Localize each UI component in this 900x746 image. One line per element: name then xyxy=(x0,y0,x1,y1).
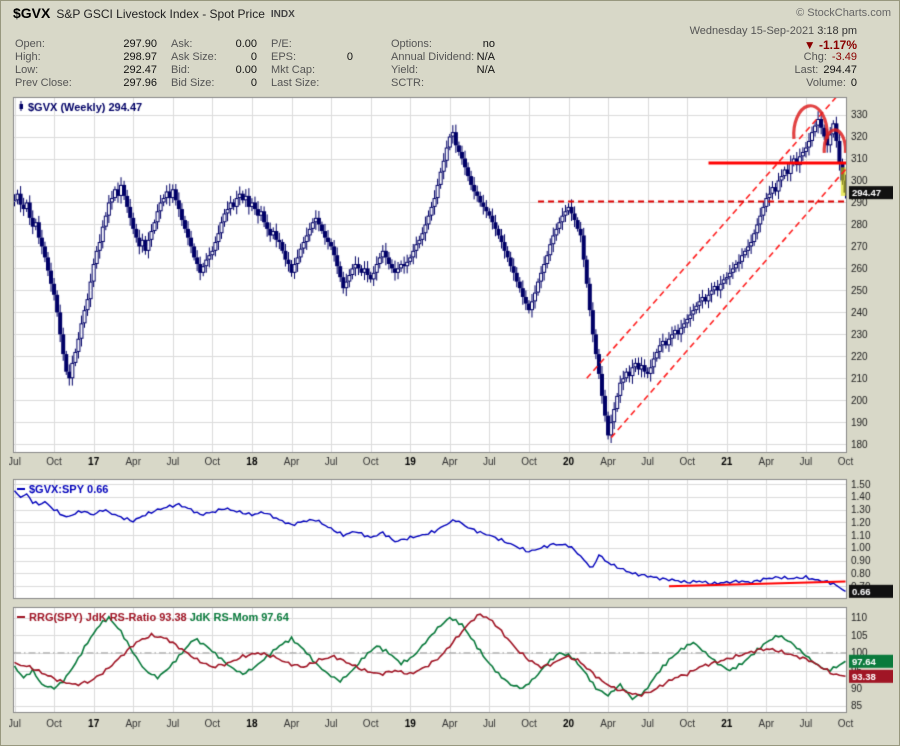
quote-date-line: Wednesday 15-Sep-2021 3:18 pm xyxy=(690,25,857,38)
bid-size-label: Bid Size: xyxy=(171,77,215,89)
last-value: 294.47 xyxy=(823,64,857,76)
dividend-label: Annual Dividend: xyxy=(391,51,475,63)
quote-row-ask: Ask: 0.00 xyxy=(171,38,257,51)
eps-label: EPS: xyxy=(271,51,297,63)
quote-row-last: Last: 294.47 xyxy=(690,64,857,77)
ask-label: Ask: xyxy=(171,38,193,50)
ask-size-value: 0 xyxy=(250,51,257,63)
yield-value: N/A xyxy=(476,64,495,76)
prev-close-label: Prev Close: xyxy=(15,77,72,89)
quote-row-eps: EPS: 0 xyxy=(271,51,353,64)
quote-panel: Open: 297.90 High: 298.97 Low: 292.47 Prev … xyxy=(1,25,899,91)
quote-row-prev-close: Prev Close: 297.96 xyxy=(15,77,157,90)
header-bar: $GVX S&P GSCI Livestock Index - Spot Pric… xyxy=(13,5,891,23)
chg-label: Chg: xyxy=(803,51,827,63)
exchange-label: INDX xyxy=(270,9,295,20)
quote-row-volume: Volume: 0 xyxy=(690,77,857,90)
eps-value: 0 xyxy=(346,51,353,63)
pct-change-value: -1.17% xyxy=(818,38,857,52)
quote-col-price: Open: 297.90 High: 298.97 Low: 292.47 Prev … xyxy=(15,38,157,90)
ask-value: 0.00 xyxy=(235,38,257,50)
high-label: High: xyxy=(15,51,41,63)
symbol: $GVX xyxy=(13,5,51,21)
bid-label: Bid: xyxy=(171,64,190,76)
quote-row-options: Options: no xyxy=(391,38,495,51)
low-value: 292.47 xyxy=(123,64,157,76)
quote-row-low: Low: 292.47 xyxy=(15,64,157,77)
prev-close-value: 297.96 xyxy=(123,77,157,89)
high-value: 298.97 xyxy=(123,51,157,63)
quote-row-chg: Chg: -3.49 xyxy=(690,51,857,64)
quote-row-dividend: Annual Dividend: N/A xyxy=(391,51,495,64)
quote-time: 3:18 pm xyxy=(817,25,857,37)
volume-value: 0 xyxy=(850,77,857,89)
options-value: no xyxy=(482,38,495,50)
quote-col-bid-ask: Ask: 0.00 Ask Size: 0 Bid: 0.00 Bid Size: 0 xyxy=(171,38,257,90)
quote-row-last-size: Last Size: xyxy=(271,77,353,90)
quote-row-sctr: SCTR: xyxy=(391,77,495,90)
last-label: Last: xyxy=(794,64,819,76)
quote-row-bid: Bid: 0.00 xyxy=(171,64,257,77)
quote-row-high: High: 298.97 xyxy=(15,51,157,64)
low-label: Low: xyxy=(15,64,39,76)
pe-label: P/E: xyxy=(271,38,292,50)
change-percent-line: ▼ -1.17% xyxy=(690,38,857,52)
quote-row-pe: P/E: xyxy=(271,38,353,51)
quote-date: Wednesday 15-Sep-2021 xyxy=(689,25,815,37)
yield-label: Yield: xyxy=(391,64,419,76)
open-label: Open: xyxy=(15,38,45,50)
dividend-value: N/A xyxy=(476,51,495,63)
quote-row-yield: Yield: N/A xyxy=(391,64,495,77)
quote-col-misc: Options: no Annual Dividend: N/A Yield: N/A… xyxy=(391,38,495,90)
bid-size-value: 0 xyxy=(250,77,257,89)
volume-label: Volume: xyxy=(806,77,846,89)
copyright: © StockCharts.com xyxy=(796,7,891,19)
quote-row-ask-size: Ask Size: 0 xyxy=(171,51,257,64)
quote-row-open: Open: 297.90 xyxy=(15,38,157,51)
quote-col-fundamentals: P/E: EPS: 0 Mkt Cap: Last Size: xyxy=(271,38,353,90)
quote-summary: Wednesday 15-Sep-2021 3:18 pm ▼ -1.17% C… xyxy=(690,25,857,90)
ask-size-label: Ask Size: xyxy=(171,51,217,63)
last-size-label: Last Size: xyxy=(271,77,320,89)
sctr-label: SCTR: xyxy=(391,77,424,89)
quote-row-bid-size: Bid Size: 0 xyxy=(171,77,257,90)
bid-value: 0.00 xyxy=(235,64,257,76)
quote-row-mkt-cap: Mkt Cap: xyxy=(271,64,353,77)
index-name: S&P GSCI Livestock Index - Spot Price xyxy=(56,7,265,21)
charts-canvas xyxy=(9,93,893,741)
chg-value: -3.49 xyxy=(831,51,857,63)
down-arrow-icon: ▼ xyxy=(803,38,816,52)
open-value: 297.90 xyxy=(123,38,157,50)
options-label: Options: xyxy=(391,38,432,50)
mkt-cap-label: Mkt Cap: xyxy=(271,64,316,76)
